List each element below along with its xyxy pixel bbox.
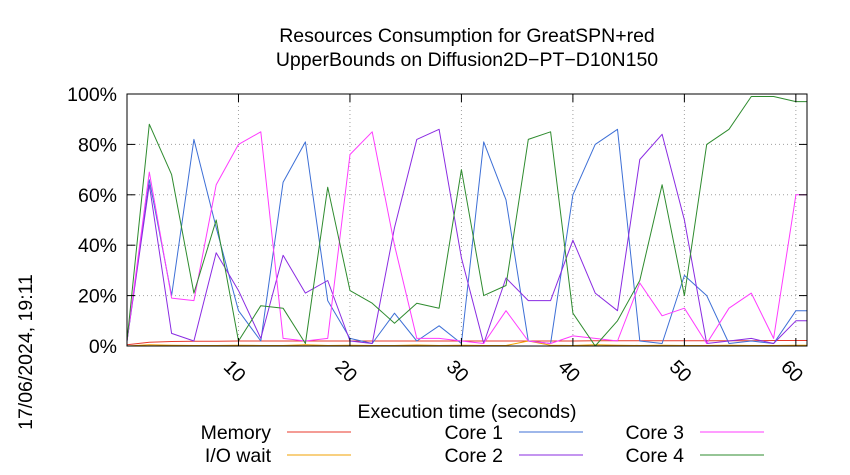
- legend-label: I/O wait: [205, 445, 272, 467]
- x-tick-label: 20: [330, 356, 361, 387]
- x-tick-labels: 10 20 30 40 50 60: [219, 356, 807, 387]
- x-tick-label: 30: [442, 356, 473, 387]
- x-tick-label: 40: [553, 356, 584, 387]
- y-tick-label: 60%: [78, 185, 117, 207]
- x-tick-label: 60: [776, 356, 807, 387]
- y-tick-label: 40%: [78, 235, 117, 257]
- series-line-core-3: [126, 131, 807, 344]
- legend-label: Core 1: [444, 422, 503, 444]
- series-line-core-2: [126, 128, 807, 344]
- y-tick-labels: 0% 20% 40% 60% 80% 100%: [67, 84, 117, 358]
- x-tick-label: 50: [665, 356, 696, 387]
- series-lines: [126, 96, 807, 347]
- chart-title-line1: Resources Consumption for GreatSPN+red: [279, 25, 655, 47]
- legend-label: Core 4: [625, 445, 684, 467]
- grid: [127, 93, 807, 346]
- plot-frame: [126, 93, 808, 347]
- series-line-core-4: [126, 96, 807, 347]
- y-tick-label: 20%: [78, 286, 117, 308]
- y-tick-label: 80%: [78, 134, 117, 156]
- y-tick-label: 100%: [67, 84, 117, 106]
- y-tick-label: 0%: [89, 336, 117, 358]
- x-axis-label: Execution time (seconds): [358, 401, 577, 423]
- x-tick-label: 10: [219, 356, 250, 387]
- series-line-memory: [126, 340, 807, 346]
- timestamp-label: 17/06/2024, 19:11: [15, 274, 37, 430]
- chart-title-line2: UpperBounds on Diffusion2D−PT−D10N150: [276, 49, 658, 71]
- legend-label: Core 3: [625, 422, 684, 444]
- legend-label: Core 2: [444, 445, 503, 467]
- axes: [126, 93, 808, 347]
- legend-label: Memory: [201, 422, 272, 444]
- series-line-core-1: [126, 128, 807, 344]
